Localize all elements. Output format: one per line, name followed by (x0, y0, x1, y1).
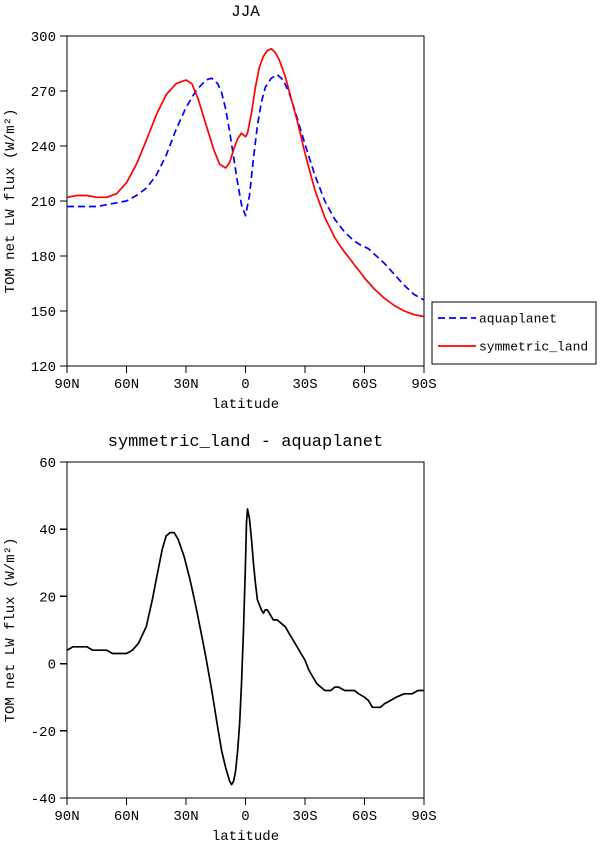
top-chart-panel: JJA 90N 60N 30N 0 30S 60S 90S 120 150 180 210 240 270… (3, 3, 597, 413)
plot-frame (66, 35, 425, 367)
y-tick-label: 60 (39, 456, 56, 472)
x-tick-label: 30S (292, 377, 317, 393)
y-tick-label: 20 (39, 590, 56, 606)
series-line-aquaplanet (67, 73, 425, 301)
y-tick-label: -40 (31, 792, 56, 808)
x-tick-label: 90S (411, 377, 436, 393)
y-tick-label: 40 (39, 523, 56, 539)
top-chart-svg: JJA 90N 60N 30N 0 30S 60S 90S 120 150 180 210 240 270… (3, 3, 597, 413)
x-axis-label: latitude (212, 397, 279, 413)
x-tick-label: 60N (114, 377, 139, 393)
chart-title: JJA (231, 3, 260, 21)
y-tick-label: 120 (31, 360, 56, 376)
y-tick-label: 210 (31, 195, 56, 211)
y-tick-label: -20 (31, 725, 56, 741)
legend-label-symmetric_land: symmetric_land (479, 340, 588, 355)
plot-frame (66, 461, 425, 799)
legend: aquaplanet symmetric_land (431, 301, 597, 365)
x-tick-label: 60S (352, 377, 377, 393)
x-tick-label: 90S (411, 809, 436, 825)
x-tick-label: 60S (352, 809, 377, 825)
x-tick-label: 30S (292, 809, 317, 825)
y-tick-label: 150 (31, 305, 56, 321)
y-axis-label: TOM net LW flux (W/m²) (3, 538, 19, 723)
x-tick-label: 0 (241, 377, 249, 393)
y-tick-label: 0 (48, 658, 56, 674)
y-tick-label: 270 (31, 85, 56, 101)
legend-box (431, 301, 597, 365)
bottom-chart-panel: symmetric_land - aquaplanet 90N 60N 30N 0 30S… (0, 428, 600, 851)
bottom-chart-svg: symmetric_land - aquaplanet 90N 60N 30N 0 30S… (3, 433, 437, 845)
series-line-difference (66, 508, 424, 786)
x-tick-label: 30N (173, 809, 198, 825)
y-tick-label: 180 (31, 250, 56, 266)
y-tick-label: 240 (31, 140, 56, 156)
x-tick-label: 30N (173, 377, 198, 393)
series-line-symmetric_land (66, 47, 425, 318)
legend-label-aquaplanet: aquaplanet (479, 312, 557, 327)
x-tick-label: 60N (114, 809, 139, 825)
y-tick-label: 300 (31, 30, 56, 46)
x-tick-label: 90N (54, 377, 79, 393)
x-tick-label: 0 (241, 809, 249, 825)
chart-title: symmetric_land - aquaplanet (108, 433, 383, 452)
y-axis-label: TOM net LW flux (W/m²) (3, 109, 19, 294)
x-axis-label: latitude (212, 829, 279, 845)
x-tick-label: 90N (54, 809, 79, 825)
